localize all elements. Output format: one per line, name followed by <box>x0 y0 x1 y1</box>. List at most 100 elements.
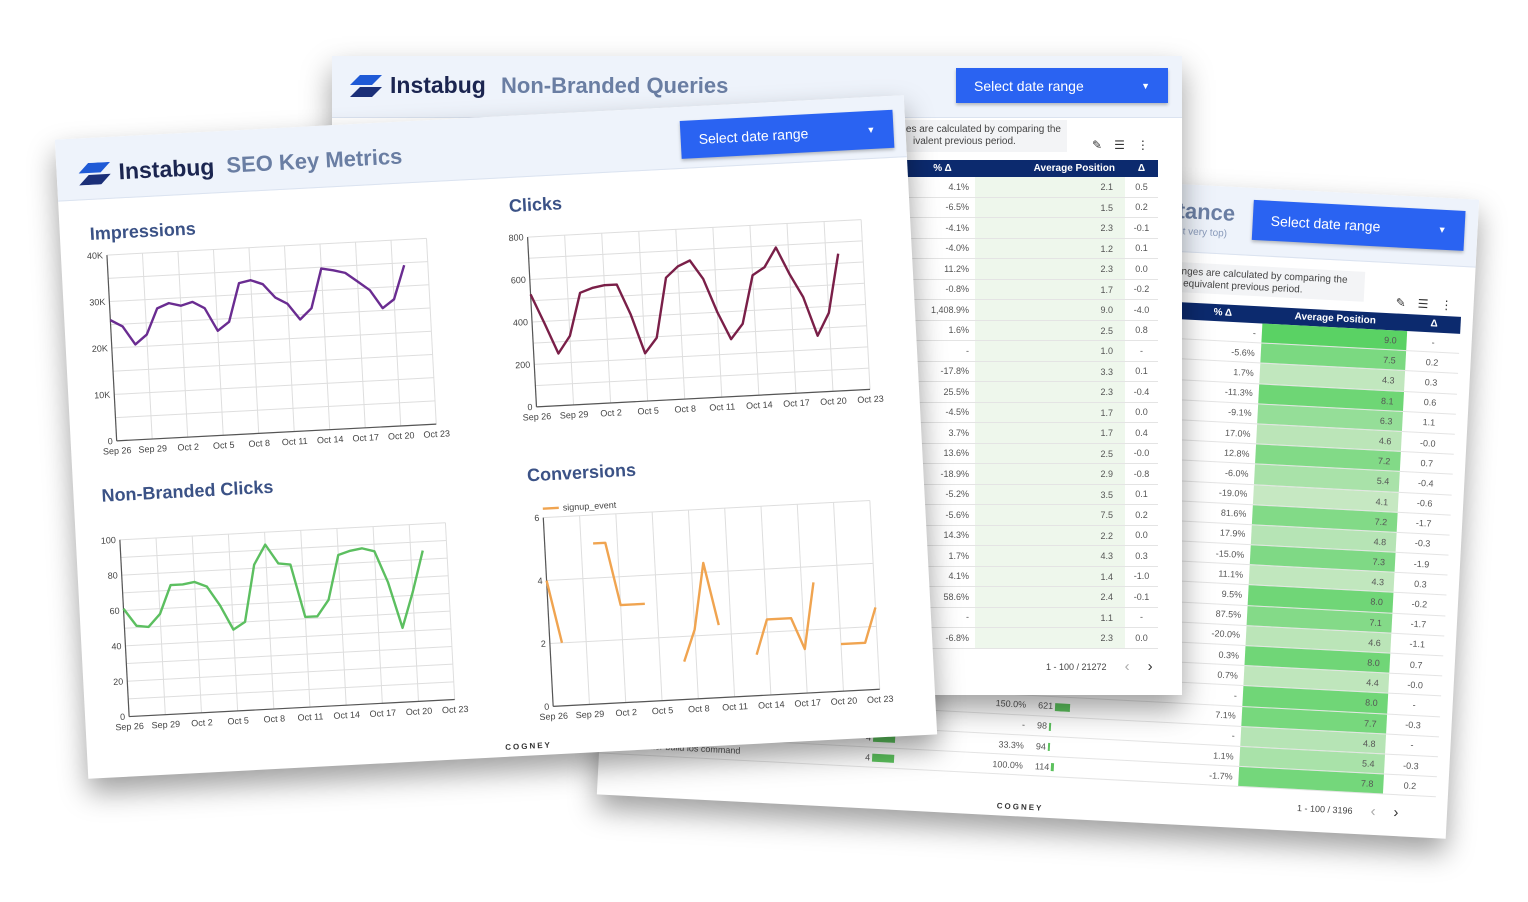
x-tick-label: Oct 23 <box>442 704 469 715</box>
y-tick-label: 0 <box>527 402 533 412</box>
pct-delta-cell: 17.9% <box>1219 528 1246 540</box>
chart-non-branded-clicks: Sep 26 Sep 29 Oct 2 Oct 5 Oct 8 Oct 11 Oct 14 O… <box>101 522 469 732</box>
x-tick-label: Oct 2 <box>600 407 622 418</box>
pencil-icon[interactable]: ✎ <box>1395 295 1407 310</box>
pct-delta-cell: -4.5% <box>945 407 969 418</box>
more-vert-icon[interactable]: ⋮ <box>1440 297 1453 313</box>
delta-cell: - <box>1410 740 1414 751</box>
pct-delta-cell: 1.7% <box>1233 367 1255 379</box>
x-tick-label: Oct 14 <box>333 710 360 721</box>
pct-delta-cell: 25.5% <box>943 386 969 397</box>
average-position-cell: 3.5 <box>975 484 1125 504</box>
chevron-left-icon[interactable]: ‹ <box>1124 658 1130 675</box>
table-toolbar: ✎ ☰ ⋮ <box>1395 295 1452 312</box>
h-gridline <box>113 353 433 372</box>
v-gridline <box>248 247 260 434</box>
pct-delta-cell: -6.8% <box>945 632 969 643</box>
column-header-pct-delta[interactable]: % Δ <box>933 163 952 174</box>
delta-cell: 1.1 <box>1422 417 1436 429</box>
x-axis <box>553 688 880 707</box>
pct-delta-cell: -4.0% <box>945 243 969 254</box>
chart-clicks: Sep 26 Sep 29 Oct 2 Oct 5 Oct 8 Oct 11 Oct 14 O… <box>508 219 884 423</box>
x-tick-label: Sep 29 <box>560 409 589 420</box>
delta-cell: -0.2 <box>1411 598 1428 610</box>
instabug-logo-icon <box>78 161 111 185</box>
h-gridline <box>121 557 448 576</box>
x-tick-label: Oct 5 <box>213 440 235 451</box>
delta-cell: -4.0 <box>1133 304 1150 315</box>
y-tick-label: 100 <box>101 535 117 546</box>
x-tick-label: Sep 26 <box>539 711 568 722</box>
column-header-delta[interactable]: Δ <box>1137 163 1146 174</box>
date-range-selector[interactable]: Select date range ▼ <box>956 68 1168 103</box>
v-gridline <box>354 242 366 428</box>
x-tick-label: Oct 14 <box>746 399 773 410</box>
y-tick-label: 0 <box>544 702 550 712</box>
delta-cell: 0.3 <box>1424 377 1438 388</box>
pct-delta-cell: 12.8% <box>1223 447 1250 459</box>
v-gridline <box>564 235 575 405</box>
y-tick-label: 40K <box>87 250 104 261</box>
tune-icon[interactable]: ☰ <box>1417 296 1429 312</box>
v-gridline <box>372 526 383 704</box>
pct-delta-cell: -15.0% <box>1215 548 1245 560</box>
v-gridline <box>319 243 331 430</box>
pagination-range: 1 - 100 / 21272 <box>1046 661 1107 672</box>
v-gridline <box>264 532 275 710</box>
pct-delta-cell: 4.1% <box>948 571 969 582</box>
delta-cell: -1.9 <box>1413 558 1430 570</box>
pct-delta-cell: 1.6% <box>948 325 969 336</box>
v-gridline <box>833 502 844 692</box>
y-axis <box>542 517 554 707</box>
v-gridline <box>786 223 797 394</box>
average-position-cell: 2.3 <box>975 259 1125 279</box>
x-tick-label: Oct 2 <box>191 717 213 728</box>
instabug-logo-icon <box>350 74 382 97</box>
pct-delta-cell: -11.3% <box>1224 386 1253 399</box>
chevron-right-icon[interactable]: › <box>1393 804 1399 822</box>
delta-cell: -0.2 <box>1133 284 1150 295</box>
v-gridline <box>300 530 311 708</box>
value-bar <box>1051 763 1055 772</box>
delta-cell: 0.0 <box>1135 632 1148 643</box>
value-text: 621 <box>1037 700 1054 712</box>
v-gridline <box>444 522 456 700</box>
page-title: tance <box>1177 197 1236 226</box>
v-gridline <box>141 253 153 440</box>
column-header-pct-delta[interactable]: % Δ <box>1213 306 1233 319</box>
pct-delta-cell: 1.1% <box>1212 750 1234 762</box>
pct-delta-cell: 11.2% <box>944 263 969 274</box>
tune-icon[interactable]: ☰ <box>1114 138 1125 152</box>
h-gridline <box>120 539 447 559</box>
pencil-icon[interactable]: ✎ <box>1092 138 1103 152</box>
x-axis <box>129 698 455 718</box>
v-gridline <box>760 506 772 695</box>
x-axis <box>536 388 871 408</box>
h-gridline <box>533 325 867 344</box>
x-tick-label: Oct 8 <box>688 703 710 714</box>
x-tick-label: Oct 11 <box>722 701 748 712</box>
h-gridline <box>543 500 870 519</box>
average-position-cell: 2.4 <box>975 587 1125 607</box>
seo-key-metrics-sheet: Instabug SEO Key Metrics Select date ran… <box>54 95 938 779</box>
series-line-non-branded-clicks <box>122 543 424 631</box>
more-vert-icon[interactable]: ⋮ <box>1136 138 1149 152</box>
y-axis <box>526 237 538 407</box>
v-gridline <box>426 238 437 425</box>
column-header-average-position[interactable]: Average Position <box>1033 163 1115 174</box>
pct-delta-cell: -18.9% <box>940 468 969 479</box>
instabug-logo: Instabug <box>350 72 486 99</box>
x-tick-label: Sep 26 <box>522 411 551 422</box>
h-gridline <box>128 681 454 700</box>
v-gridline <box>191 536 202 713</box>
delta-cell: 0.7 <box>1420 457 1434 469</box>
v-gridline <box>615 513 627 703</box>
chevron-right-icon[interactable]: › <box>1147 658 1153 675</box>
table-toolbar: ✎ ☰ ⋮ <box>1092 138 1149 152</box>
pct-delta-cell: 81.6% <box>1220 507 1247 520</box>
v-gridline <box>390 240 402 426</box>
chevron-left-icon[interactable]: ‹ <box>1370 802 1376 821</box>
column-header-delta[interactable]: Δ <box>1430 318 1438 330</box>
x-tick-label: Oct 20 <box>820 396 847 407</box>
x-tick-label: Oct 17 <box>783 398 810 409</box>
